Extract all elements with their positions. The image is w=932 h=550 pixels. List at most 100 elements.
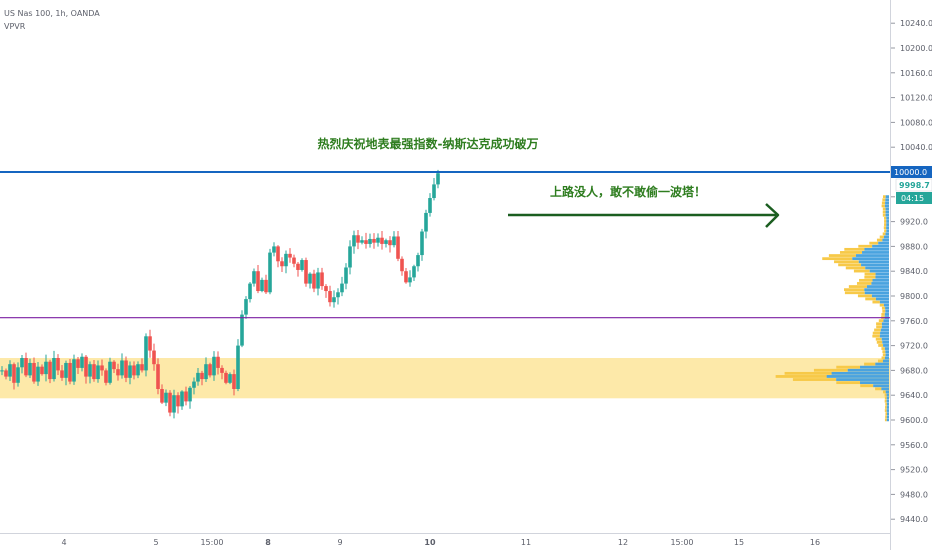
candle[interactable]	[144, 333, 148, 377]
candle[interactable]	[264, 274, 268, 295]
candle[interactable]	[160, 384, 164, 405]
candle[interactable]	[88, 361, 92, 384]
candle[interactable]	[316, 267, 320, 296]
candle[interactable]	[8, 360, 12, 381]
candle[interactable]	[404, 268, 408, 284]
candle[interactable]	[300, 258, 304, 272]
candle[interactable]	[56, 354, 60, 376]
candle[interactable]	[388, 236, 392, 253]
candle[interactable]	[408, 270, 412, 287]
candle[interactable]	[328, 285, 332, 307]
candle[interactable]	[368, 233, 372, 248]
candle[interactable]	[124, 356, 128, 383]
demand-zone[interactable]	[0, 358, 890, 399]
candle[interactable]	[196, 367, 200, 386]
candle[interactable]	[176, 392, 180, 414]
candle[interactable]	[336, 288, 340, 305]
candle[interactable]	[76, 357, 80, 374]
candle[interactable]	[320, 267, 324, 290]
candle[interactable]	[64, 360, 68, 386]
candle[interactable]	[208, 362, 212, 378]
candle[interactable]	[16, 362, 20, 387]
candle[interactable]	[36, 361, 40, 386]
candle[interactable]	[240, 310, 244, 348]
candle[interactable]	[292, 254, 296, 268]
candle[interactable]	[136, 361, 140, 379]
plot-area[interactable]	[0, 0, 890, 533]
candle[interactable]	[416, 252, 420, 272]
candle[interactable]	[20, 354, 24, 374]
candle[interactable]	[396, 231, 400, 262]
time-axis[interactable]: 4 5 15:00 8 9 10 11 12 15:00 15 16	[0, 533, 890, 550]
candle[interactable]	[164, 389, 168, 407]
candle[interactable]	[216, 351, 220, 375]
candle[interactable]	[352, 230, 356, 254]
candle[interactable]	[348, 240, 352, 275]
candle[interactable]	[372, 233, 376, 249]
candle[interactable]	[280, 257, 284, 273]
candle[interactable]	[80, 353, 84, 372]
candle[interactable]	[432, 178, 436, 201]
candle[interactable]	[48, 359, 52, 384]
candle[interactable]	[148, 329, 152, 358]
candle[interactable]	[296, 262, 300, 277]
candle[interactable]	[192, 377, 196, 395]
candle[interactable]	[232, 369, 236, 396]
candle[interactable]	[392, 231, 396, 248]
candle[interactable]	[344, 263, 348, 290]
candle[interactable]	[128, 361, 132, 385]
candle[interactable]	[140, 358, 144, 373]
candle[interactable]	[380, 231, 384, 250]
candle[interactable]	[376, 233, 380, 247]
candle[interactable]	[104, 368, 108, 386]
candle[interactable]	[268, 248, 272, 295]
candle[interactable]	[132, 361, 136, 380]
symbol-title[interactable]: US Nas 100, 1h, OANDA	[4, 9, 100, 18]
candle[interactable]	[200, 370, 204, 386]
candle[interactable]	[288, 248, 292, 263]
price-axis[interactable]: 10240.0 10200.0 10160.0 10120.0 10080.0 10040…	[890, 0, 932, 550]
candle[interactable]	[24, 352, 28, 378]
candle[interactable]	[360, 236, 364, 245]
candle[interactable]	[180, 390, 184, 410]
candle[interactable]	[384, 238, 388, 248]
candle[interactable]	[324, 284, 328, 298]
candle[interactable]	[332, 290, 336, 308]
candle[interactable]	[52, 350, 56, 382]
headline-annotation[interactable]: 热烈庆祝地表最强指数-纳斯达克成功破万	[318, 136, 539, 151]
candle[interactable]	[184, 386, 188, 406]
chart-legend[interactable]: US Nas 100, 1h, OANDA VPVR	[4, 7, 100, 33]
candle[interactable]	[312, 269, 316, 293]
candle[interactable]	[284, 250, 288, 274]
candle[interactable]	[152, 343, 156, 371]
candle[interactable]	[60, 364, 64, 381]
candle[interactable]	[120, 353, 124, 379]
candle[interactable]	[188, 385, 192, 409]
candle[interactable]	[28, 358, 32, 379]
candle[interactable]	[424, 209, 428, 239]
candle[interactable]	[356, 230, 360, 250]
candle[interactable]	[236, 339, 240, 392]
candle[interactable]	[420, 228, 424, 261]
indicator-title[interactable]: VPVR	[4, 22, 26, 31]
candle[interactable]	[96, 360, 100, 383]
candle[interactable]	[428, 193, 432, 217]
candle[interactable]	[100, 359, 104, 376]
candle[interactable]	[68, 358, 72, 385]
candle[interactable]	[168, 390, 172, 417]
candle[interactable]	[252, 268, 256, 287]
candle[interactable]	[248, 281, 252, 303]
candle[interactable]	[112, 360, 116, 373]
candle[interactable]	[156, 358, 160, 395]
candle[interactable]	[204, 357, 208, 382]
candle[interactable]	[116, 363, 120, 381]
candle[interactable]	[340, 276, 344, 297]
candle[interactable]	[92, 360, 96, 382]
candle[interactable]	[308, 272, 312, 289]
candle[interactable]	[72, 354, 76, 385]
right-arrow-icon[interactable]	[508, 203, 780, 228]
candle[interactable]	[272, 242, 276, 257]
candle[interactable]	[212, 351, 216, 381]
candle[interactable]	[224, 370, 228, 385]
